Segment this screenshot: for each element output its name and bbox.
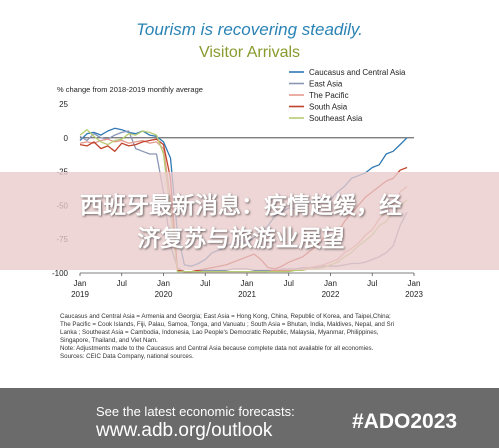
footer-caption: See the latest economic forecasts: bbox=[96, 404, 295, 419]
outlook-link[interactable]: www.adb.org/outlook bbox=[96, 420, 273, 441]
headline-overlay-band bbox=[0, 172, 499, 270]
note-line: Note: Adjustments made to the Caucasus a… bbox=[60, 345, 374, 352]
x-tick-year-label: 2019 bbox=[71, 290, 89, 299]
y-tick-label: -100 bbox=[52, 269, 69, 278]
x-tick-year-label: 2022 bbox=[322, 290, 340, 299]
x-tick-label: Jan bbox=[74, 279, 87, 288]
legend-label-south-asia: South Asia bbox=[309, 103, 348, 112]
x-tick-label: Jan bbox=[324, 279, 337, 288]
x-tick-label: Jul bbox=[117, 279, 127, 288]
x-tick-label: Jan bbox=[157, 279, 170, 288]
hashtag: #ADO2023 bbox=[352, 410, 458, 433]
chart-notes: Caucasus and Central Asia = Armenia and … bbox=[60, 313, 430, 361]
x-tick-year-label: 2020 bbox=[155, 290, 173, 299]
x-tick-label: Jan bbox=[241, 279, 254, 288]
x-tick-label: Jul bbox=[284, 279, 294, 288]
legend-label-caucasus-and-central-asia: Caucasus and Central Asia bbox=[309, 68, 406, 77]
y-tick-label: 25 bbox=[59, 100, 68, 109]
legend-label-the-pacific: The Pacific bbox=[309, 91, 349, 100]
overlay-headline: 西班牙最新消息：疫情趋缓，经 济复苏与旅游业展望 bbox=[6, 190, 476, 256]
x-tick-label: Jul bbox=[367, 279, 377, 288]
note-line: Singapore, Thailand, and Viet Nam. bbox=[60, 337, 158, 344]
x-tick-year-label: 2021 bbox=[238, 290, 256, 299]
note-line: Sources: CEIC Data Company, national sou… bbox=[60, 353, 194, 360]
note-line: Lanka ; Southeast Asia = Cambodia, Indon… bbox=[60, 329, 379, 336]
legend-label-southeast-asia: Southeast Asia bbox=[309, 114, 363, 123]
overlay-line-1: 西班牙最新消息：疫情趋缓，经 bbox=[80, 193, 402, 219]
x-tick-year-label: 2023 bbox=[405, 290, 423, 299]
overlay-line-2: 济复苏与旅游业展望 bbox=[137, 226, 345, 252]
x-tick-label: Jul bbox=[200, 279, 210, 288]
x-tick-label: Jan bbox=[408, 279, 421, 288]
legend-label-east-asia: East Asia bbox=[309, 80, 343, 89]
note-line: Caucasus and Central Asia = Armenia and … bbox=[60, 313, 391, 320]
footer-banner bbox=[0, 388, 499, 448]
chart-title: Visitor Arrivals bbox=[198, 44, 301, 61]
y-axis-label: % change from 2018-2019 monthly average bbox=[57, 85, 203, 94]
y-tick-label: 0 bbox=[64, 134, 69, 143]
headline: Tourism is recovering steadily. bbox=[136, 20, 363, 39]
note-line: The Pacific = Cook Islands, Fiji, Palau,… bbox=[60, 321, 395, 328]
